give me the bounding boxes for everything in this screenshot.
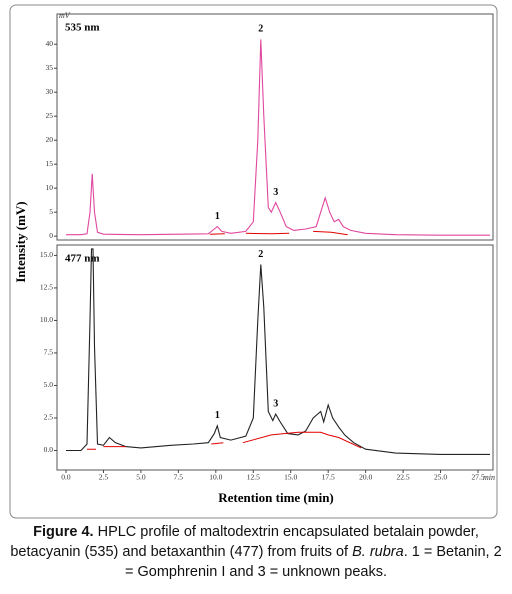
x-tick-label: 22.5 (397, 473, 410, 482)
y-tick-label: 7.5 (44, 348, 54, 357)
x-tick-label: 7.5 (174, 473, 184, 482)
x-tick-label: 25.0 (434, 473, 447, 482)
caption-text-end: . 1 = Betanin, 2 = Gomphrenin I and 3 = … (125, 544, 502, 580)
y-tick-label: 5.0 (44, 380, 54, 389)
y-tick-label: 10.0 (40, 315, 53, 324)
x-axis-title: Retention time (min) (218, 490, 334, 505)
x-tick-label: 12.5 (247, 473, 260, 482)
trace (66, 248, 490, 455)
y-tick-label: 15.0 (40, 250, 53, 259)
peak-label: 2 (258, 24, 263, 35)
y-tick-label: 12.5 (40, 283, 53, 292)
y-tick-label: 30 (46, 87, 54, 96)
x-unit-label: min (483, 473, 495, 482)
trace (66, 39, 490, 236)
peak-label: 3 (273, 187, 278, 198)
caption-species: B. rubra (352, 544, 404, 560)
x-tick-label: 10.0 (209, 473, 222, 482)
x-tick-label: 20.0 (359, 473, 372, 482)
x-tick-label: 27.5 (471, 473, 484, 482)
y-tick-label: 35 (46, 63, 54, 72)
plot-area (56, 13, 494, 241)
trace (87, 431, 362, 450)
peak-label: 2 (258, 249, 263, 260)
peak-label: 1 (215, 211, 220, 222)
channel-label: 535 nm (65, 22, 100, 34)
caption-label: Figure 4. (33, 524, 94, 540)
peak-label: 1 (215, 410, 220, 421)
y-tick-label: 0.0 (44, 445, 54, 454)
x-tick-label: 15.0 (284, 473, 297, 482)
trace (209, 230, 348, 236)
y-tick-label: 5 (49, 207, 53, 216)
channel-label: 477 nm (65, 253, 100, 265)
y-unit-label: mV (59, 11, 71, 20)
plot-area (56, 244, 494, 471)
peak-label: 3 (273, 398, 278, 409)
x-tick-label: 0.0 (61, 473, 71, 482)
y-tick-label: 25 (46, 111, 54, 120)
caption: Figure 4. HPLC profile of maltodextrin e… (10, 522, 502, 582)
y-tick-label: 20 (46, 135, 54, 144)
figure-frame (9, 4, 498, 519)
y-tick-label: 40 (46, 39, 54, 48)
y-tick-label: 0 (49, 231, 53, 240)
y-tick-label: 2.5 (44, 413, 54, 422)
x-tick-label: 2.5 (99, 473, 109, 482)
x-tick-label: 5.0 (136, 473, 146, 482)
caption-text: HPLC profile of maltodextrin encapsulate… (10, 524, 479, 560)
y-axis-title: Intensity (mV) (13, 201, 28, 282)
y-tick-label: 15 (46, 159, 54, 168)
y-tick-label: 10 (46, 183, 54, 192)
x-tick-label: 17.5 (322, 473, 335, 482)
